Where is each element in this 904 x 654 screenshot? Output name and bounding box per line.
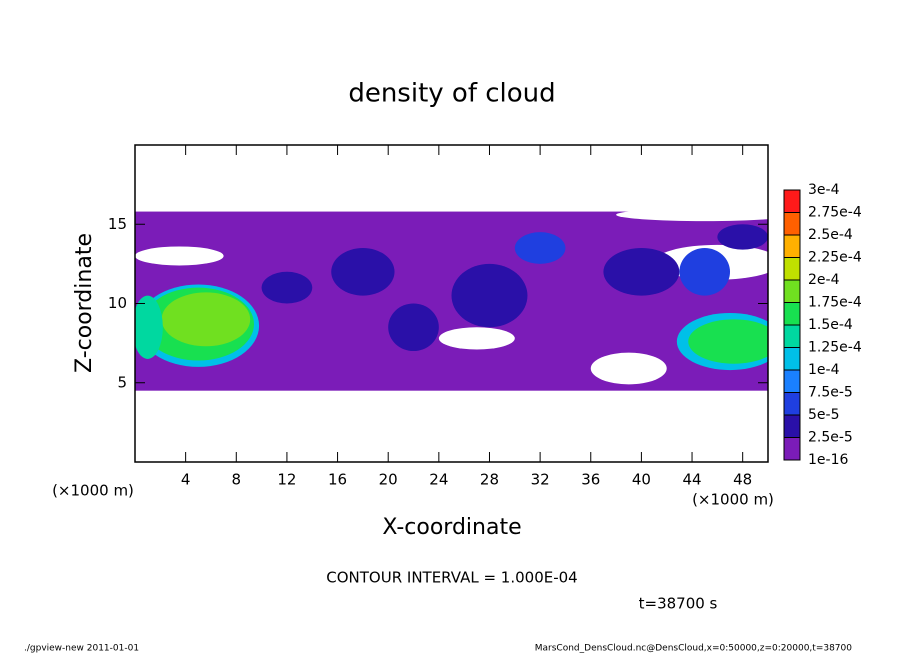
x-tick-label: 20 [379,471,398,489]
colorbar-label: 2.5e-4 [808,227,853,243]
footer: MarsCond_DensCloud.nc@DensCloud,x=0:5000… [535,644,852,654]
x-tick-label: 48 [733,471,752,489]
cloud-region [514,232,566,264]
cloud-region [388,303,439,352]
colorbar-label: 1.5e-4 [808,317,853,333]
colorbar-segment [784,190,800,213]
colorbar-segment [784,415,800,438]
x-tick-label: 12 [277,471,296,489]
cloud-region [451,263,528,328]
x-unit: (×1000 m) [692,491,774,509]
x-tick-label: 16 [328,471,347,489]
x-tick-label: 8 [232,471,242,489]
footer: ./gpview-new 2011-01-01 [24,644,139,654]
colorbar-segment [784,212,800,235]
colorbar-label: 1.75e-4 [808,295,862,311]
x-tick-label: 44 [682,471,701,489]
colorbar-label: 2.25e-4 [808,250,862,266]
colorbar-label: 1e-16 [808,452,848,468]
cloud-region [603,248,680,296]
cloud-region [616,208,768,222]
contour-note: CONTOUR INTERVAL = 1.000E-04 [326,569,577,587]
colorbar-label: 7.5e-5 [808,385,853,401]
colorbar-label: 1e-4 [808,362,840,378]
colorbar-label: 5e-5 [808,407,839,423]
cloud-region [135,295,163,359]
chart-title: density of cloud [348,79,555,109]
x-tick-label: 36 [581,471,600,489]
cloud-region [717,224,768,250]
colorbar-label: 2e-4 [808,272,840,288]
x-axis-label: X-coordinate [382,515,521,540]
x-unit: (×1000 m) [52,482,134,500]
colorbar-segment [784,370,800,393]
colorbar-segment [784,437,800,460]
x-tick-label: 24 [429,471,448,489]
colorbar-segment [784,280,800,303]
cloud-region [438,327,515,350]
colorbar-segment [784,325,800,348]
cloud-region [135,246,224,266]
cloud-region [161,292,251,347]
cloud-region [688,319,768,364]
cloud-region [590,352,667,385]
x-tick-label: 32 [531,471,550,489]
y-tick-label: 10 [108,294,127,312]
colorbar-label: 2.75e-4 [808,205,862,221]
colorbar-segment [784,392,800,415]
y-tick-label: 5 [117,373,127,391]
cloud-region [331,248,395,296]
x-tick-label: 28 [480,471,499,489]
colorbar-segment [784,257,800,280]
colorbar-label: 3e-4 [808,182,840,198]
field [135,208,768,391]
y-axis-label: Z-coordinate [72,233,97,373]
colorbar-segment [784,302,800,325]
y-tick-label: 15 [108,215,127,233]
colorbar-segment [784,347,800,370]
x-tick-label: 4 [181,471,191,489]
colorbar-label: 2.5e-5 [808,430,853,446]
colorbar-segment [784,235,800,258]
colorbar-label: 1.25e-4 [808,340,862,356]
time-label: t=38700 s [639,595,718,613]
cloud-region [261,271,313,304]
axes: 4 8 12 16 20 24 28 32 36 40 44 48510151e-162.5e-55e… [108,144,862,489]
x-tick-label: 40 [632,471,651,489]
cloud-region [679,248,731,296]
